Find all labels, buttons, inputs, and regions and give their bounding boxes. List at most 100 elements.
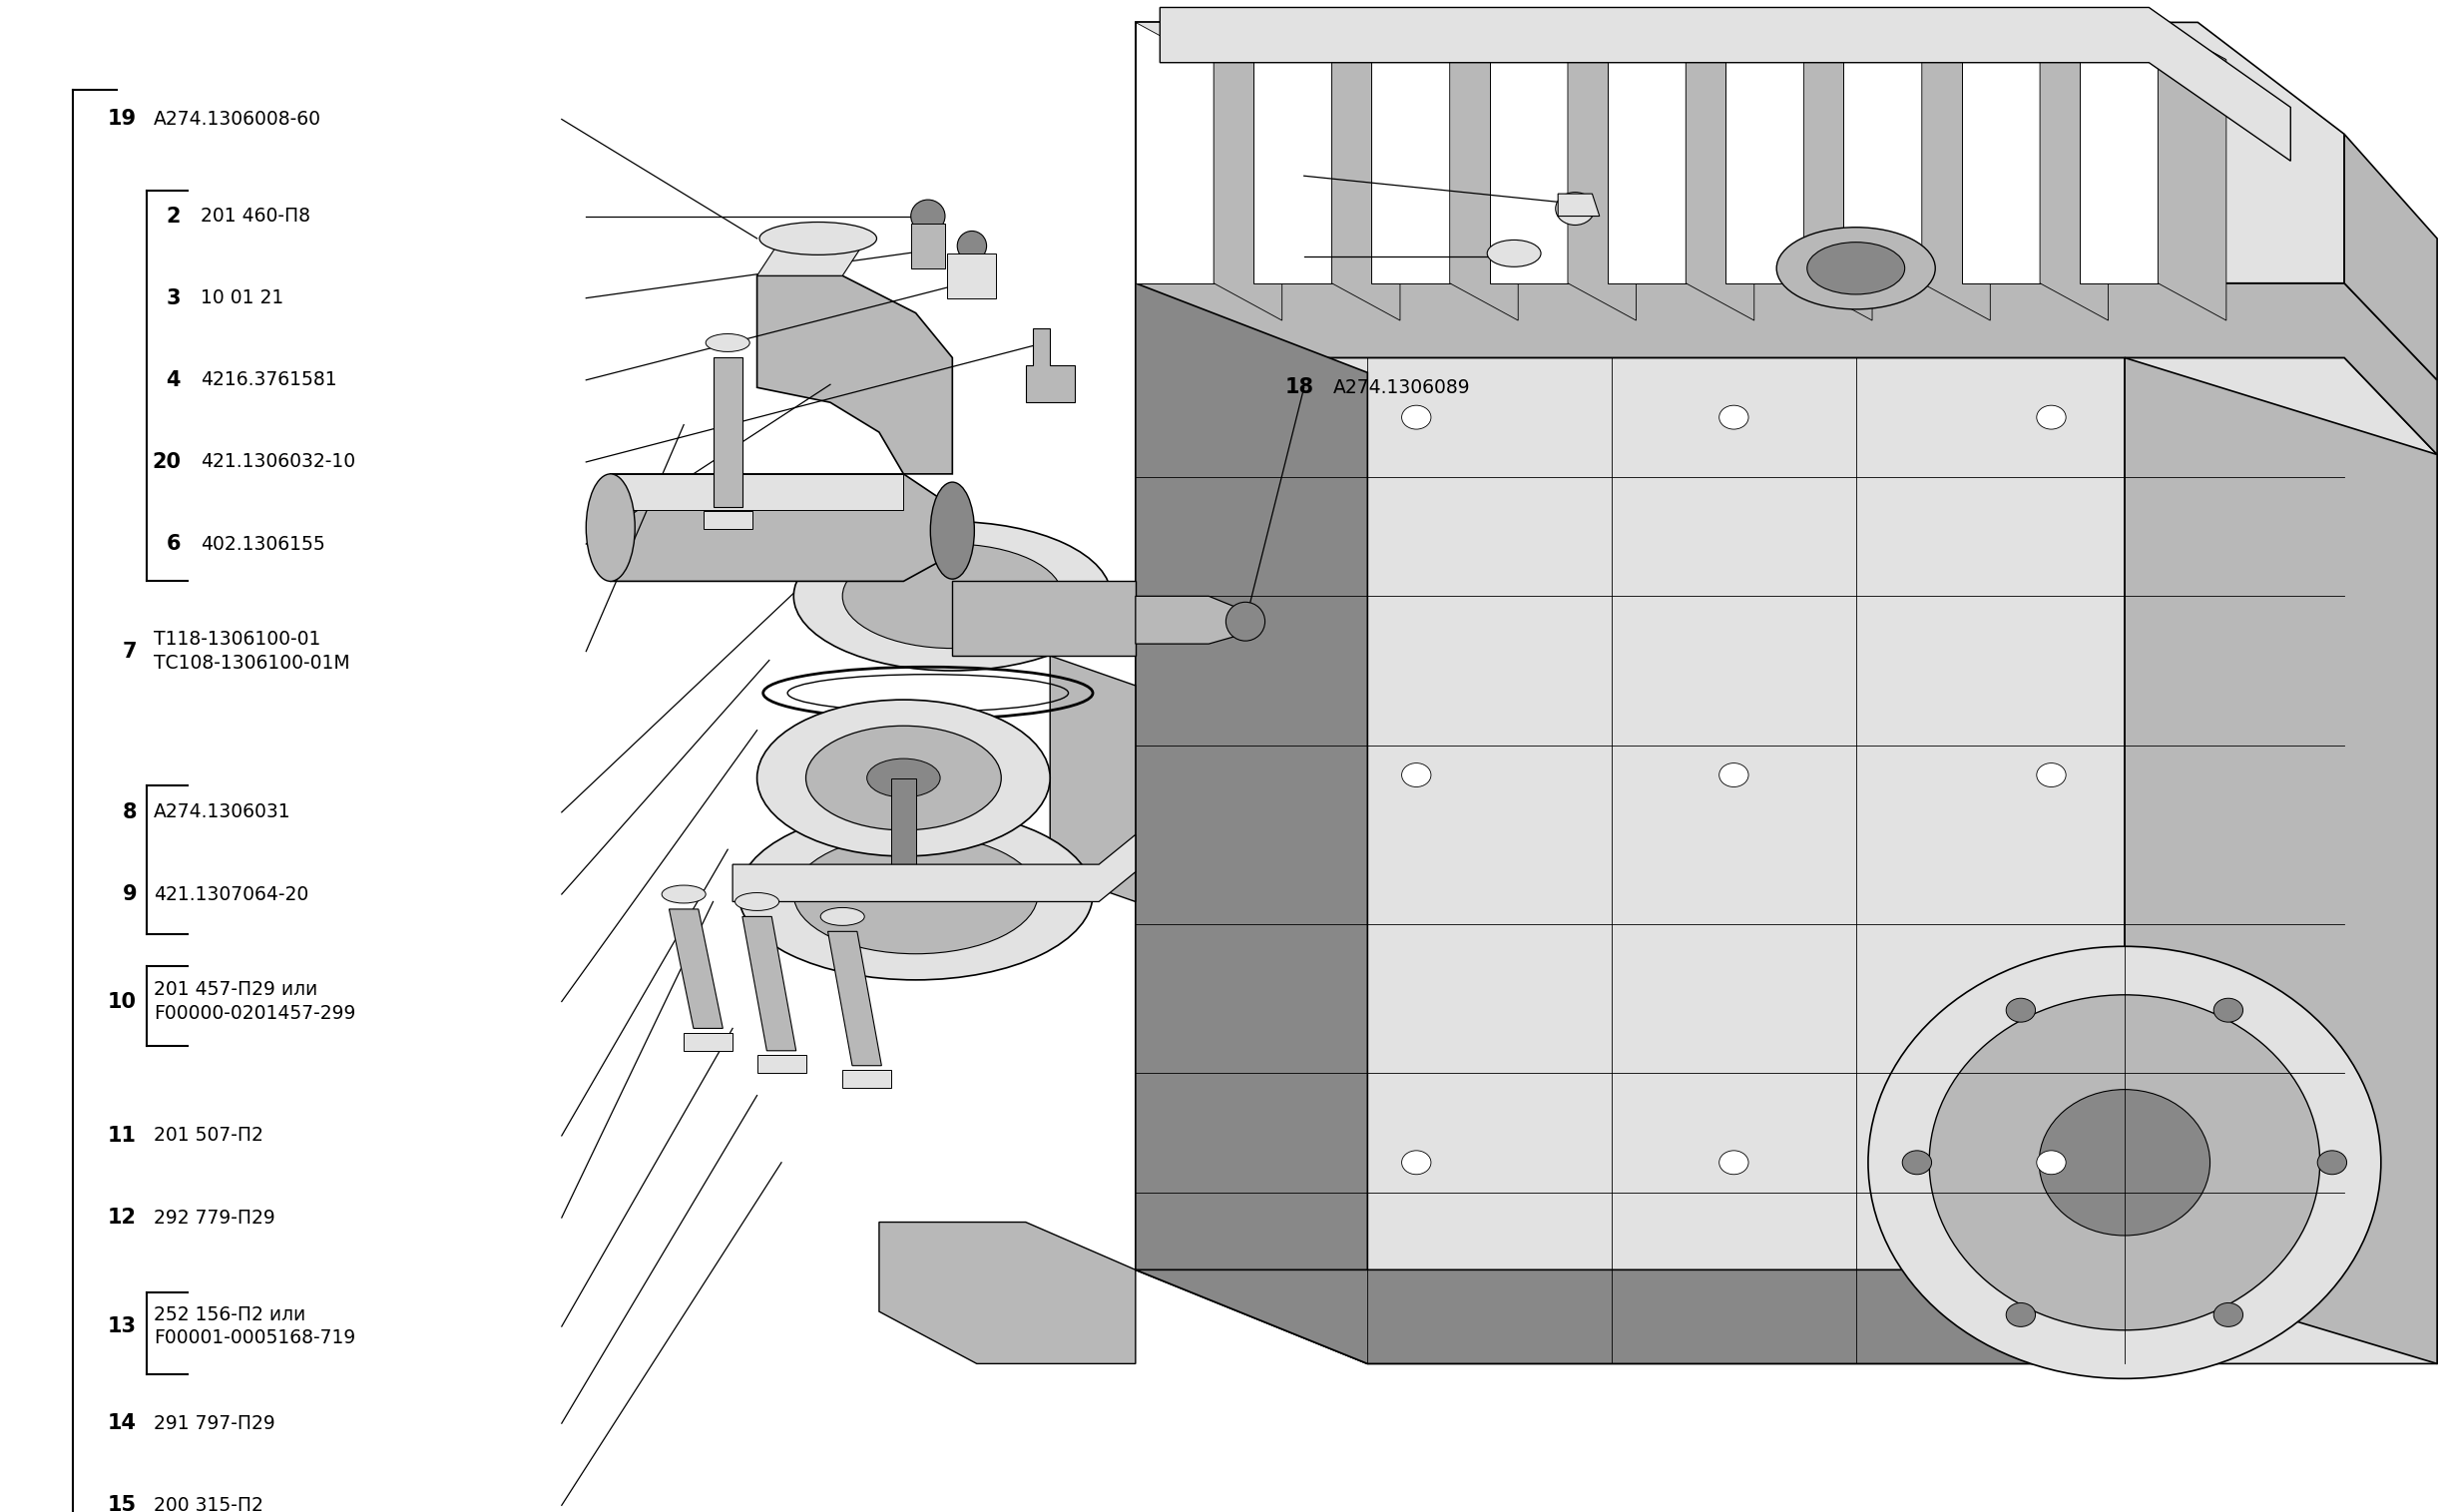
Ellipse shape [2037, 764, 2066, 786]
Text: 291 797-П29: 291 797-П29 [154, 1414, 276, 1433]
Ellipse shape [806, 726, 1001, 830]
Polygon shape [1844, 23, 1922, 283]
Ellipse shape [2005, 1303, 2034, 1326]
Polygon shape [1685, 23, 1753, 321]
Polygon shape [1726, 23, 1873, 59]
Polygon shape [2159, 23, 2227, 321]
Ellipse shape [1719, 764, 1748, 786]
Ellipse shape [842, 544, 1062, 649]
Ellipse shape [1556, 192, 1595, 225]
Polygon shape [1136, 1270, 2125, 1364]
Polygon shape [1607, 23, 1685, 283]
Polygon shape [1026, 328, 1074, 402]
Text: 7: 7 [122, 641, 137, 661]
Text: А274.1306031: А274.1306031 [154, 803, 291, 821]
Ellipse shape [706, 334, 750, 352]
Ellipse shape [759, 222, 877, 256]
Ellipse shape [1226, 602, 1265, 641]
Text: Т118-1306100-01
ТС108-1306100-01М: Т118-1306100-01 ТС108-1306100-01М [154, 631, 349, 673]
Text: 402.1306155: 402.1306155 [200, 535, 325, 553]
Polygon shape [2081, 23, 2227, 59]
Ellipse shape [1902, 1151, 1932, 1175]
Text: 252 156-П2 или
F00001-0005168-719: 252 156-П2 или F00001-0005168-719 [154, 1305, 357, 1347]
Text: 10 01 21: 10 01 21 [200, 289, 283, 307]
Polygon shape [1160, 8, 2291, 160]
Text: 201 507-П2: 201 507-П2 [154, 1126, 264, 1145]
Text: 200 315-П2: 200 315-П2 [154, 1495, 264, 1512]
Polygon shape [911, 224, 945, 268]
Ellipse shape [794, 522, 1111, 671]
Polygon shape [1372, 23, 1519, 59]
Polygon shape [2344, 135, 2437, 380]
Text: 421.1306032-10: 421.1306032-10 [200, 452, 354, 472]
Polygon shape [1726, 23, 1805, 283]
Text: 11: 11 [107, 1126, 137, 1146]
Polygon shape [757, 1055, 806, 1074]
Text: 20: 20 [151, 452, 181, 472]
Text: 13: 13 [107, 1317, 137, 1337]
Polygon shape [1136, 596, 1245, 644]
Polygon shape [1136, 283, 2437, 455]
Ellipse shape [911, 200, 945, 233]
Polygon shape [1050, 656, 1136, 901]
Text: А274.1306008-60: А274.1306008-60 [154, 110, 322, 129]
Polygon shape [757, 275, 952, 473]
Ellipse shape [794, 835, 1038, 954]
Ellipse shape [586, 473, 635, 581]
Polygon shape [1805, 23, 1873, 321]
Ellipse shape [1402, 1151, 1431, 1175]
Ellipse shape [1402, 764, 1431, 786]
Text: 19: 19 [107, 109, 137, 129]
Polygon shape [610, 473, 904, 510]
Ellipse shape [2212, 998, 2242, 1022]
Ellipse shape [737, 809, 1092, 980]
Polygon shape [733, 835, 1136, 901]
Ellipse shape [1402, 405, 1431, 429]
Ellipse shape [867, 759, 940, 797]
Polygon shape [952, 581, 1136, 656]
Ellipse shape [2005, 998, 2034, 1022]
Text: 201 460-П8: 201 460-П8 [200, 207, 310, 225]
Polygon shape [1490, 23, 1568, 283]
Polygon shape [1568, 23, 1636, 321]
Ellipse shape [1487, 240, 1541, 266]
Polygon shape [1607, 23, 1753, 59]
Polygon shape [2039, 23, 2107, 321]
Polygon shape [1961, 23, 2107, 59]
Ellipse shape [2317, 1151, 2347, 1175]
Text: 12: 12 [107, 1208, 137, 1228]
Text: 292 779-П29: 292 779-П29 [154, 1208, 276, 1228]
Polygon shape [1961, 23, 2039, 283]
Ellipse shape [930, 482, 974, 579]
Polygon shape [947, 254, 996, 298]
Ellipse shape [662, 886, 706, 903]
Text: 18: 18 [1284, 378, 1314, 398]
Polygon shape [1214, 23, 1282, 321]
Ellipse shape [2037, 405, 2066, 429]
Text: 2: 2 [166, 206, 181, 227]
Polygon shape [1558, 194, 1600, 216]
Ellipse shape [1807, 242, 1905, 295]
Polygon shape [669, 909, 723, 1028]
Text: 3: 3 [166, 289, 181, 308]
Polygon shape [842, 1070, 891, 1089]
Ellipse shape [735, 892, 779, 910]
Polygon shape [1136, 23, 2344, 283]
Ellipse shape [1719, 405, 1748, 429]
Ellipse shape [1719, 1151, 1748, 1175]
Polygon shape [1136, 23, 1282, 59]
Ellipse shape [2037, 1151, 2066, 1175]
Polygon shape [703, 511, 752, 529]
Text: 9: 9 [122, 885, 137, 904]
Ellipse shape [757, 700, 1050, 856]
Text: 4216.3761581: 4216.3761581 [200, 370, 337, 390]
Polygon shape [742, 916, 796, 1051]
Ellipse shape [1929, 995, 2320, 1331]
Polygon shape [684, 1033, 733, 1051]
Ellipse shape [957, 231, 987, 260]
Text: 4: 4 [166, 370, 181, 390]
Polygon shape [1136, 23, 1214, 283]
Polygon shape [713, 358, 742, 507]
Polygon shape [1451, 23, 1519, 321]
Polygon shape [1372, 23, 1451, 283]
